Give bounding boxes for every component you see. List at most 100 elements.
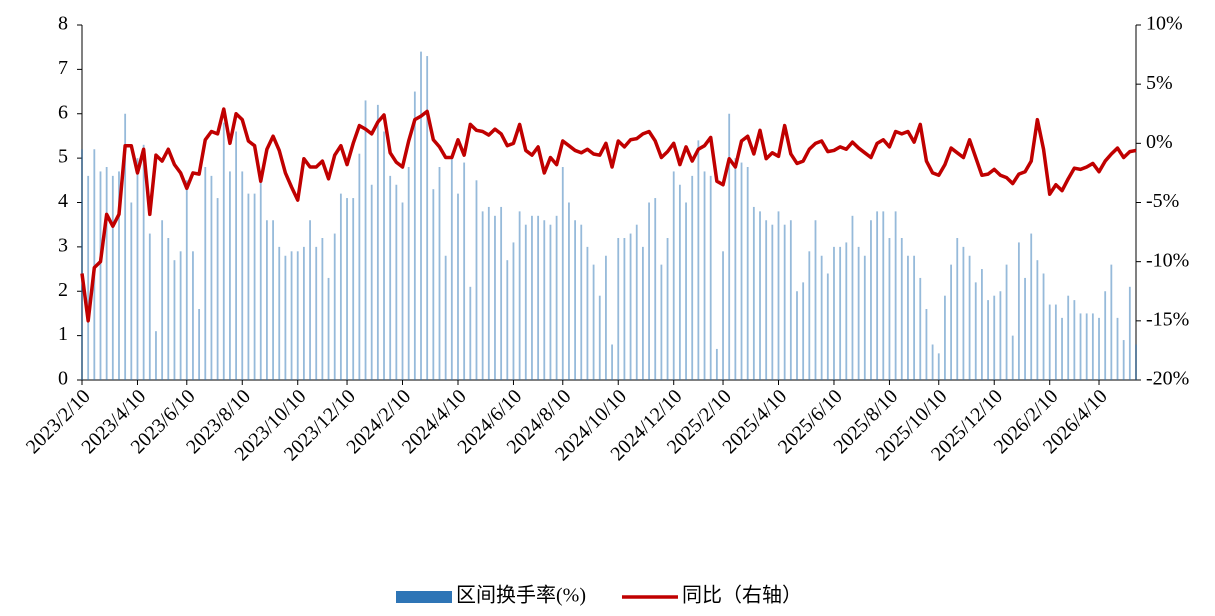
bar xyxy=(1073,300,1076,380)
bar xyxy=(678,184,681,380)
bar xyxy=(1011,335,1014,380)
line xyxy=(80,107,1137,323)
bar xyxy=(1079,313,1082,380)
bar xyxy=(900,238,903,380)
bar xyxy=(672,171,675,380)
bar xyxy=(574,220,576,380)
bar xyxy=(635,224,638,380)
bar xyxy=(629,233,632,380)
bar xyxy=(993,295,996,380)
bar xyxy=(802,282,805,380)
bar xyxy=(888,238,891,380)
bar xyxy=(777,211,780,380)
bar xyxy=(734,158,737,380)
y-tick-label: 2 xyxy=(58,279,68,301)
bar xyxy=(796,291,798,380)
bar xyxy=(931,344,934,380)
bar xyxy=(327,277,330,380)
bar xyxy=(457,193,459,380)
bar xyxy=(420,51,422,380)
bar xyxy=(278,246,281,380)
bar xyxy=(93,149,96,380)
bar xyxy=(241,171,244,380)
bar xyxy=(605,255,607,380)
bar xyxy=(364,100,367,380)
bar xyxy=(229,171,231,380)
bar xyxy=(722,251,724,380)
bar xyxy=(685,202,687,380)
bar xyxy=(438,167,441,380)
bar xyxy=(469,286,472,380)
bar xyxy=(130,202,133,380)
bar xyxy=(1085,313,1088,380)
bar xyxy=(315,246,318,380)
bar xyxy=(697,140,700,380)
bar xyxy=(321,238,324,380)
bar xyxy=(746,167,749,380)
bar xyxy=(216,198,219,380)
bar xyxy=(444,255,447,380)
bar xyxy=(598,295,601,380)
bar xyxy=(913,255,916,380)
y2-tick-label: -10% xyxy=(1146,249,1189,271)
bar xyxy=(383,131,385,380)
bar xyxy=(512,242,515,380)
bar xyxy=(999,291,1002,380)
bar xyxy=(1030,233,1033,380)
legend-label: 区间换手率(%) xyxy=(456,584,586,607)
bar xyxy=(962,246,965,380)
bar xyxy=(882,211,885,380)
bar xyxy=(413,91,416,380)
bar xyxy=(481,211,484,380)
bar xyxy=(463,162,466,380)
bar xyxy=(118,171,120,380)
y-tick-label: 4 xyxy=(58,190,68,212)
bar xyxy=(863,255,866,380)
bar xyxy=(531,215,533,380)
bar xyxy=(358,153,361,380)
bar xyxy=(161,220,164,380)
bar xyxy=(272,220,274,380)
bar xyxy=(210,175,213,380)
bar xyxy=(1091,313,1094,380)
bar xyxy=(789,220,792,380)
bar xyxy=(715,348,718,380)
y2-tick-label: -5% xyxy=(1146,190,1179,212)
bar xyxy=(1036,260,1039,380)
bar xyxy=(124,113,127,380)
bar xyxy=(709,175,712,380)
bar xyxy=(401,202,404,380)
bar xyxy=(494,215,496,380)
bar xyxy=(487,206,490,380)
bar xyxy=(389,175,392,380)
bar xyxy=(1122,340,1125,380)
bar xyxy=(537,215,540,380)
bar xyxy=(956,238,959,380)
bar xyxy=(253,193,256,380)
bar xyxy=(648,202,650,380)
bar xyxy=(826,273,829,380)
bar xyxy=(235,131,237,380)
bar xyxy=(1116,317,1119,380)
bar xyxy=(691,175,694,380)
bar xyxy=(555,215,558,380)
bar xyxy=(247,193,250,380)
bar xyxy=(642,246,644,380)
bar xyxy=(266,220,268,380)
bar xyxy=(783,224,786,380)
bar xyxy=(450,158,453,380)
bar xyxy=(1104,291,1107,380)
bar xyxy=(950,264,952,380)
bar xyxy=(611,344,613,380)
bar xyxy=(136,158,139,380)
bar xyxy=(81,149,83,380)
bar xyxy=(370,184,373,380)
y2-tick-label: 5% xyxy=(1146,72,1173,94)
bar xyxy=(475,180,478,380)
bar xyxy=(857,246,860,380)
bar xyxy=(765,220,768,380)
bar xyxy=(198,309,201,380)
bar xyxy=(1005,264,1008,380)
bar xyxy=(833,246,835,380)
